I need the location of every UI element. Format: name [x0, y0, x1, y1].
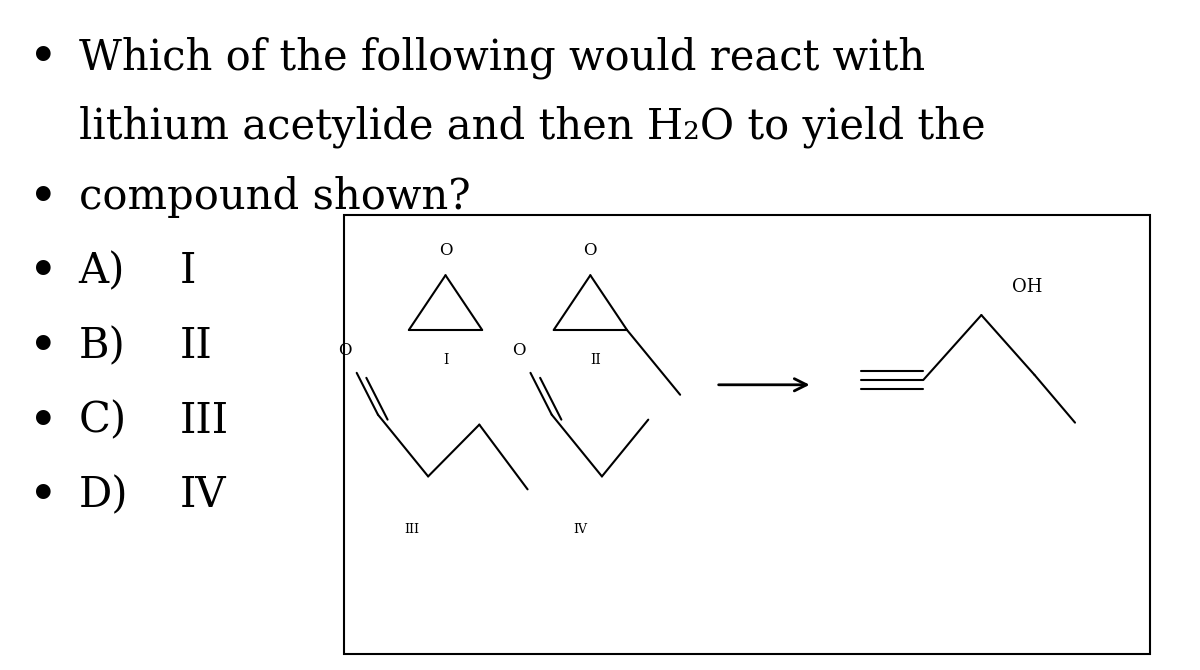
Text: •: • [30, 251, 56, 292]
Text: I: I [180, 251, 197, 292]
Text: •: • [30, 474, 56, 517]
Text: •: • [30, 400, 56, 442]
Text: III: III [180, 400, 229, 442]
Text: A): A) [79, 251, 125, 292]
Bar [344, 216, 1151, 654]
Text: C): C) [79, 400, 127, 442]
Text: IV: IV [180, 474, 227, 517]
Text: B): B) [79, 325, 125, 367]
Text: O: O [338, 342, 352, 359]
Text: lithium acetylide and then H₂O to yield the: lithium acetylide and then H₂O to yield … [79, 106, 985, 149]
Text: O: O [583, 242, 598, 259]
Text: II: II [589, 353, 600, 367]
Text: compound shown?: compound shown? [79, 176, 470, 218]
Text: II: II [180, 325, 212, 367]
Text: •: • [30, 325, 56, 367]
Text: D): D) [79, 474, 128, 517]
Text: III: III [404, 523, 419, 536]
Text: IV: IV [574, 523, 588, 536]
Text: •: • [30, 36, 56, 78]
Text: O: O [512, 342, 526, 359]
Text: OH: OH [1013, 278, 1043, 296]
Text: Which of the following would react with: Which of the following would react with [79, 36, 925, 79]
Text: I: I [443, 353, 449, 367]
Text: O: O [439, 242, 452, 259]
Text: •: • [30, 176, 56, 218]
